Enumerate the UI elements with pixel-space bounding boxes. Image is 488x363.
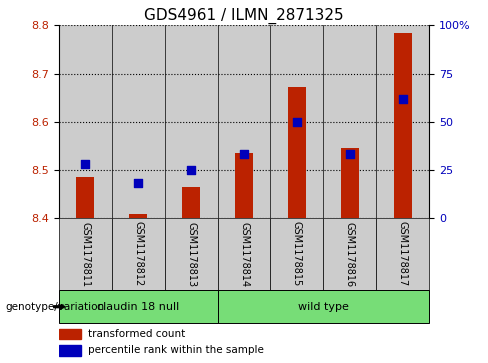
Text: GSM1178816: GSM1178816 (345, 221, 355, 287)
Point (187, 167, 195, 173)
Bar (129, 215, 147, 218)
Text: GSM1178817: GSM1178817 (398, 221, 408, 287)
Bar (235, 153, 253, 218)
Bar (270, 25, 324, 218)
Bar (59, 25, 112, 218)
Bar (182, 187, 200, 218)
Text: transformed count: transformed count (88, 329, 185, 339)
Bar (324, 25, 376, 218)
Point (346, 151, 354, 157)
Bar (76, 177, 94, 218)
Text: GSM1178815: GSM1178815 (292, 221, 302, 287)
Bar (112, 218, 164, 290)
Text: GSM1178814: GSM1178814 (239, 221, 249, 287)
Bar (270, 218, 324, 290)
Text: GSM1178812: GSM1178812 (133, 221, 143, 287)
Text: GSM1178813: GSM1178813 (186, 221, 196, 287)
Bar (59, 345, 81, 356)
Text: claudin 18 null: claudin 18 null (97, 302, 179, 312)
Text: GSM1178811: GSM1178811 (80, 221, 90, 287)
Bar (59, 290, 218, 323)
Bar (59, 329, 81, 339)
Text: genotype/variation: genotype/variation (5, 302, 104, 312)
Bar (218, 290, 429, 323)
Point (293, 119, 301, 125)
Title: GDS4961 / ILMN_2871325: GDS4961 / ILMN_2871325 (144, 8, 344, 24)
Text: percentile rank within the sample: percentile rank within the sample (88, 345, 264, 355)
Point (81, 161, 89, 167)
Bar (218, 25, 270, 218)
Bar (341, 148, 359, 218)
Bar (288, 87, 306, 218)
Bar (59, 218, 112, 290)
Point (399, 95, 407, 101)
Point (240, 151, 248, 157)
Bar (376, 218, 429, 290)
Bar (376, 25, 429, 218)
Point (134, 180, 142, 186)
Bar (112, 25, 164, 218)
Bar (164, 25, 218, 218)
Bar (394, 33, 412, 218)
Text: wild type: wild type (298, 302, 349, 312)
Bar (218, 218, 270, 290)
Bar (324, 218, 376, 290)
Bar (164, 218, 218, 290)
